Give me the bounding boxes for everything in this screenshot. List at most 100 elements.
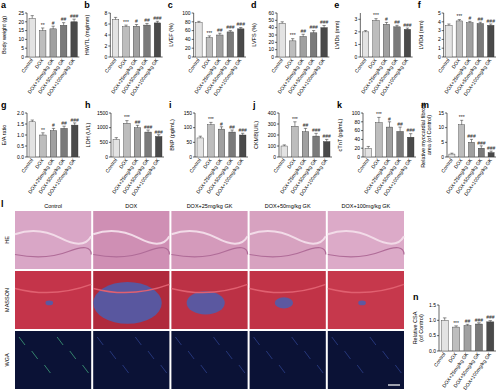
y-tick	[445, 127, 447, 128]
y-tick-label: 500	[100, 139, 109, 145]
panel-letter: e	[334, 0, 339, 10]
y-tick-label: 20	[185, 45, 191, 51]
y-tick	[358, 57, 360, 58]
y-axis-line	[360, 13, 361, 57]
column-label: DOX+100mg/kg GK	[342, 203, 391, 209]
significance-label: ##	[465, 318, 471, 324]
he-texture	[171, 231, 247, 244]
error-bar	[477, 323, 481, 324]
bar	[449, 154, 455, 157]
bar	[321, 28, 327, 57]
bar	[144, 25, 150, 57]
error-bar	[146, 130, 149, 132]
error-bar	[156, 21, 159, 23]
error-stem	[481, 146, 482, 148]
y-tick-label: 0.0	[17, 154, 24, 160]
bars	[112, 17, 160, 57]
significance-label: ##	[397, 121, 403, 127]
error-bar	[314, 133, 317, 136]
significance-label: ***	[456, 13, 462, 19]
y-axis-label: LVIDd (mm)	[418, 20, 424, 49]
y-tick-label: 100	[184, 124, 193, 130]
y-tick	[442, 13, 444, 14]
y-axis-label-line: LDH (U/L)	[85, 122, 91, 147]
error-bar	[409, 134, 412, 138]
wga-texture	[239, 365, 245, 373]
panel-g: gE/A ratio0.00.51.01.52.0Control**DOX#DO…	[1, 100, 80, 197]
masson-image	[250, 271, 326, 329]
significance-label: ***	[373, 12, 379, 18]
panel-letter: h	[85, 100, 91, 110]
bar	[477, 24, 483, 57]
x-tick-label: Control	[20, 57, 34, 74]
panel-letter: a	[1, 0, 7, 10]
y-tick-label: 15	[18, 27, 24, 33]
bar	[478, 148, 484, 157]
figure: aBody weight (g)0510152025Control**DOX#D…	[0, 0, 500, 391]
error-stem	[368, 146, 369, 148]
error-stem	[42, 28, 43, 31]
error-stem	[221, 127, 222, 129]
error-bar	[31, 120, 34, 122]
y-axis-label-line: LVEF (%)	[168, 23, 174, 47]
y-tick	[358, 31, 360, 32]
bar	[292, 126, 299, 157]
y-tick	[442, 48, 444, 49]
bar	[229, 132, 236, 157]
he-image	[93, 211, 169, 269]
significance-label: ###	[487, 145, 496, 151]
error-bar	[62, 126, 65, 128]
y-tick-label: 50	[268, 17, 274, 23]
masson-image	[15, 271, 91, 329]
significance-label: ##	[394, 19, 400, 25]
bar	[459, 125, 465, 157]
error-bar	[136, 125, 139, 127]
y-tick-label: 8	[105, 10, 108, 16]
bar	[217, 35, 223, 57]
y-tick	[25, 39, 27, 40]
x-tick-label: Control	[270, 57, 284, 74]
masson-fibrosis	[93, 282, 162, 324]
y-tick-label: 0	[105, 54, 108, 60]
y-tick-label: 0	[21, 54, 24, 60]
bar	[407, 137, 414, 157]
bar	[196, 23, 202, 57]
x-tick-label: DOX+100mg/kg GK	[462, 57, 493, 97]
significance-label: ###	[71, 117, 80, 123]
y-tick	[358, 44, 360, 45]
y-tick	[193, 157, 195, 158]
panel-n: nRelative CSA(of Control)0.00.51.01.5Con…	[412, 292, 496, 391]
wga-image	[328, 331, 404, 389]
wga-texture	[317, 365, 323, 373]
masson-image	[171, 271, 247, 329]
bar	[39, 31, 45, 57]
bars	[365, 117, 414, 157]
x-tick-label: Control	[103, 57, 117, 74]
wga-texture	[135, 337, 141, 345]
y-tick	[25, 146, 27, 147]
y-tick	[108, 46, 110, 47]
y-tick	[108, 35, 110, 36]
y-tick-label: 0	[271, 54, 274, 60]
y-tick-label: 4	[438, 19, 441, 25]
y-axis-label-line: LVIDd (mm)	[418, 20, 424, 49]
y-tick	[108, 13, 110, 14]
error-bar	[304, 128, 307, 131]
significance-label: #	[52, 122, 55, 128]
error-stem	[313, 31, 314, 33]
y-tick	[109, 127, 111, 128]
bar	[386, 127, 393, 157]
x-tick-label: DOX+100mg/kg GK	[214, 157, 245, 197]
panel-m: mRelative myocardial fibroticarea (of Co…	[420, 100, 496, 197]
row-label: HE	[4, 236, 10, 244]
y-tick-label: 60	[268, 10, 274, 16]
bar	[61, 128, 68, 157]
y-tick	[277, 135, 279, 136]
error-bar	[468, 21, 471, 22]
y-tick-label: 0	[273, 154, 276, 160]
he-texture	[15, 248, 91, 257]
significance-label: ###	[239, 127, 248, 133]
y-tick	[361, 113, 363, 114]
masson-fibrosis	[45, 301, 53, 306]
significance-label: ***	[453, 320, 459, 326]
